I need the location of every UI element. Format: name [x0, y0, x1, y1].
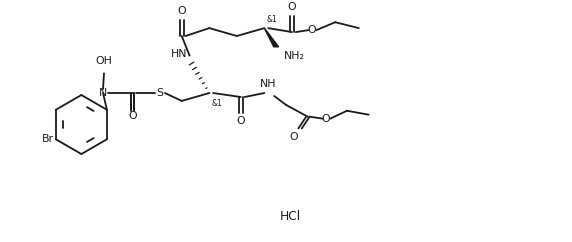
Text: S: S: [157, 88, 164, 98]
Text: NH₂: NH₂: [284, 51, 305, 61]
Text: O: O: [128, 111, 137, 121]
Text: NH: NH: [260, 79, 276, 89]
Text: O: O: [177, 6, 186, 16]
Text: &1: &1: [267, 15, 277, 24]
Text: N: N: [99, 88, 107, 98]
Text: O: O: [307, 25, 316, 35]
Text: O: O: [236, 116, 245, 126]
Text: OH: OH: [96, 56, 113, 67]
Text: &1: &1: [211, 99, 222, 108]
Polygon shape: [264, 28, 279, 47]
Text: O: O: [289, 132, 298, 142]
Text: HCl: HCl: [279, 210, 300, 222]
Text: Br: Br: [42, 134, 54, 144]
Text: O: O: [288, 2, 296, 12]
Text: O: O: [321, 114, 329, 124]
Text: HN: HN: [171, 49, 188, 59]
